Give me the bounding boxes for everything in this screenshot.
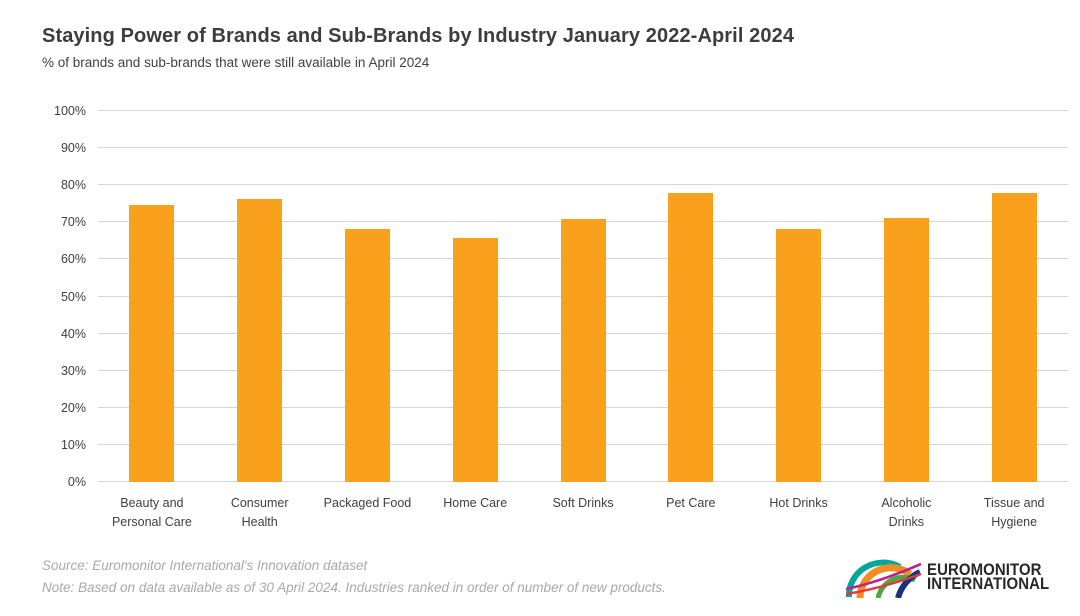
gridline-80 (98, 184, 1068, 186)
bar-tissue-and-hygiene (991, 192, 1037, 482)
logo-line1: EUROMONITOR (927, 560, 1042, 579)
y-tick-label-30: 30% (60, 363, 86, 378)
plot-area (98, 110, 1068, 482)
bar-pet-care (668, 192, 714, 482)
y-tick-label-100: 100% (54, 104, 86, 118)
y-tick-label-50: 50% (60, 289, 86, 304)
y-tick-label-20: 20% (60, 400, 86, 415)
bar-column (421, 111, 529, 482)
bar-packaged-food (344, 229, 390, 482)
bar-column (745, 111, 853, 482)
y-axis: 0% 10% 20% 30% 40% 50% 60% 70% 80% 90% 100% (0, 104, 86, 489)
bar-alcoholic-drinks (883, 217, 929, 482)
chart-subtitle: % of brands and sub-brands that were sti… (42, 55, 430, 70)
x-axis-label: Alcoholic Drinks (881, 496, 932, 529)
y-tick-label-10: 10% (60, 437, 86, 452)
bar-consumer-health (237, 198, 283, 482)
bar-beauty-and-personal-care (129, 204, 175, 482)
bar-column (314, 111, 422, 482)
x-axis-label: Pet Care (666, 496, 716, 510)
x-axis-label: Packaged Food (323, 496, 412, 510)
bar-series (98, 111, 1068, 482)
bar-hot-drinks (776, 228, 822, 482)
bar-column (960, 111, 1068, 482)
x-axis-label: Beauty and Personal Care (111, 496, 192, 529)
y-tick-label-90: 90% (60, 141, 86, 156)
y-tick-label-40: 40% (60, 326, 86, 341)
bar-soft-drinks (560, 219, 606, 482)
y-tick-label-70: 70% (60, 215, 86, 230)
y-tick-label-80: 80% (60, 178, 86, 193)
source-text: Source: Euromonitor International's Inno… (42, 558, 368, 573)
bar-home-care (452, 237, 498, 482)
gridline-100 (98, 110, 1068, 111)
footnotes: Source: Euromonitor International's Inno… (42, 555, 666, 599)
x-axis-labels: Beauty and Personal Care Consumer Health Pac… (98, 494, 1068, 532)
y-tick-label-0: 0% (67, 475, 86, 489)
bar-column (637, 111, 745, 482)
note-text: Note: Based on data available as of 30 A… (42, 580, 666, 595)
y-tick-label-60: 60% (60, 252, 86, 267)
x-axis-label: Home Care (443, 496, 508, 510)
logo-wordmark: EUROMONITOR INTERNATIONAL (927, 560, 1050, 593)
bar-column (529, 111, 637, 482)
gridline-90 (98, 147, 1068, 149)
chart-title: Staying Power of Brands and Sub-Brands b… (42, 25, 795, 47)
x-axis-label: Tissue and Hygiene (983, 496, 1045, 529)
bar-column (852, 111, 960, 482)
bar-column (206, 111, 314, 482)
x-axis-label: Hot Drinks (769, 496, 828, 510)
euromonitor-logo: EUROMONITOR INTERNATIONAL (846, 556, 1066, 598)
x-axis-label: Consumer Health (230, 496, 289, 529)
logo-line2: INTERNATIONAL (927, 574, 1050, 593)
euromonitor-logo-arcs-icon (846, 559, 922, 598)
x-axis-label: Soft Drinks (552, 496, 614, 510)
bar-column (98, 111, 206, 482)
